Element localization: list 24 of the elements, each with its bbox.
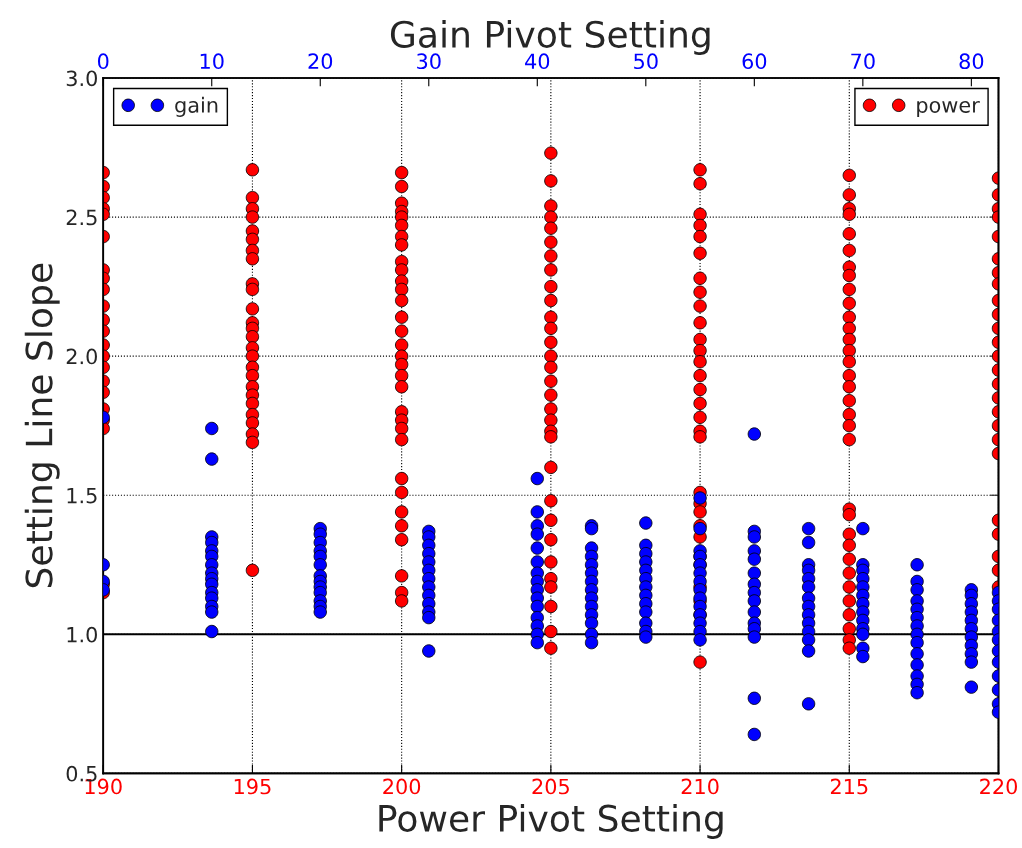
x2-tick-label: 80 [959, 53, 984, 70]
x-tick-label: 215 [830, 778, 868, 795]
x-tick-label: 195 [234, 778, 271, 795]
x2-tick-label: 20 [308, 53, 333, 70]
x-axis-title: Power Pivot Setting [379, 803, 723, 839]
x-tick-label: 220 [980, 778, 1017, 795]
x2-tick-label: 50 [634, 53, 658, 70]
x2-tick-label: 10 [200, 53, 224, 70]
y-tick-label: 3.0 [66, 70, 97, 87]
x-tick-label: 205 [532, 778, 569, 795]
y-tick-label: 1.5 [67, 487, 97, 504]
x-tick-label: 210 [681, 778, 719, 795]
y-tick-label: 1.0 [67, 626, 97, 643]
x2-tick-label: 70 [851, 53, 875, 70]
x2-tick-label: 40 [525, 53, 550, 70]
y-axis-title: Setting Line Slope [24, 263, 60, 588]
x2-tick-label: 30 [417, 53, 441, 70]
legend-label: gain [175, 96, 218, 117]
y-tick-label: 2.5 [66, 209, 97, 226]
x-tick-label: 200 [383, 778, 421, 795]
y-tick-label: 2.0 [66, 348, 97, 365]
legend-label: power [917, 100, 980, 117]
x2-tick-label: 0 [97, 53, 109, 70]
x2-tick-label: 60 [742, 53, 767, 70]
